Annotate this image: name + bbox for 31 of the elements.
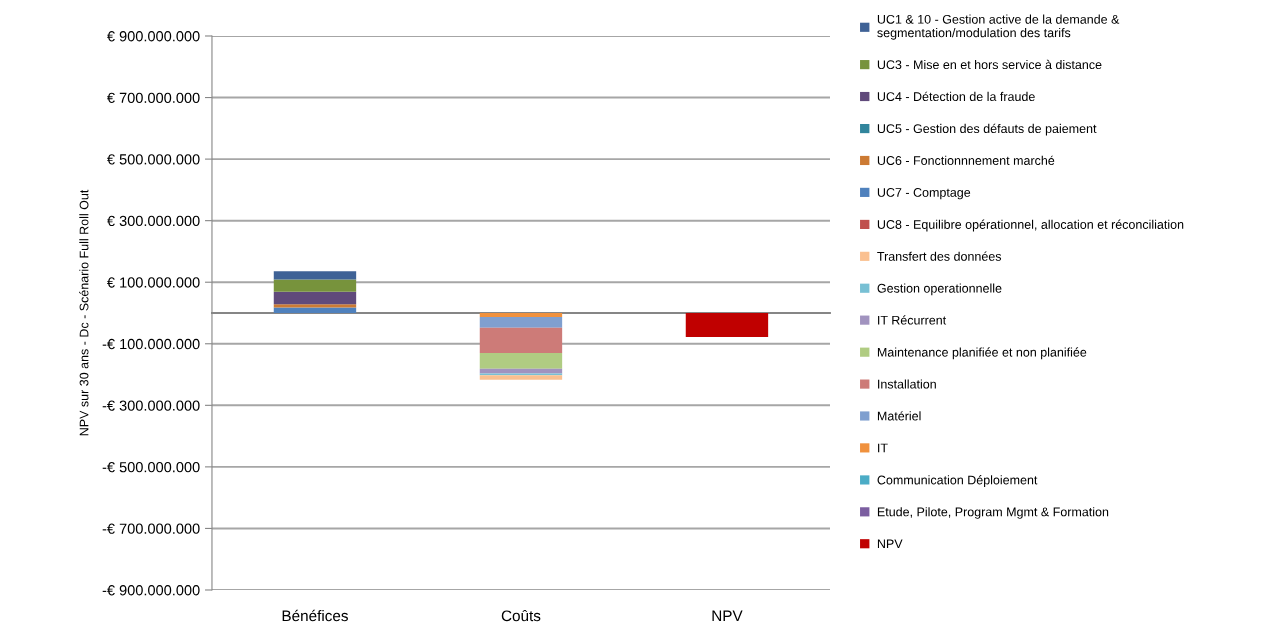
legend-label: Maintenance planifiée et non planifiée <box>877 347 1087 360</box>
legend-label: UC1 & 10 - Gestion active de la demande & segmentation/modulation des tarifs <box>877 14 1120 40</box>
legend-label: Transfert des données <box>877 251 1002 261</box>
y-tick-label: -€ 500.000.000 <box>102 461 200 473</box>
x-tick-label: Coûts <box>501 609 541 622</box>
legend-label: Matériel <box>877 411 921 421</box>
y-tick-label: € 300.000.000 <box>107 215 200 227</box>
y-tick-label: € 500.000.000 <box>107 154 200 165</box>
y-tick-label: -€ 300.000.000 <box>102 400 200 411</box>
y-tick-label: € 700.000.000 <box>107 92 200 103</box>
y-tick-label: -€ 900.000.000 <box>102 585 200 596</box>
legend-label: UC8 - Equilibre opérationnel, allocation et réconciliation <box>877 219 1184 232</box>
legend-label: Installation <box>878 379 936 389</box>
legend-label: UC5 - Gestion des défauts de paiement <box>877 123 1097 136</box>
y-tick-label: -€ 100.000.000 <box>102 338 200 350</box>
legend-label: UC7 - Comptage <box>877 188 971 200</box>
y-axis-title: NPV sur 30 ans - Dc - Scénario Full Roll Out <box>79 189 89 436</box>
y-tick-label: -€ 700.000.000 <box>102 523 200 534</box>
x-tick-label: NPV <box>712 610 743 622</box>
legend-label: Etude, Pilote, Program Mgmt & Formation <box>877 507 1109 519</box>
y-tick-label: € 100.000.000 <box>107 277 200 288</box>
legend-label: NPV <box>877 539 903 549</box>
y-tick-label: € 900.000.000 <box>107 31 200 42</box>
legend-label: UC3 - Mise en et hors service à distance <box>877 59 1102 70</box>
legend-label: UC6 - Fonctionnnement marché <box>877 155 1055 165</box>
legend-label: Gestion operationnelle <box>877 283 1002 296</box>
legend-label: UC4 - Détection de la fraude <box>877 91 1035 102</box>
legend-label: Communication Déploiement <box>877 475 1038 487</box>
x-tick-label: Bénéfices <box>282 609 348 622</box>
legend-label: IT Récurrent <box>878 315 947 325</box>
legend-label: IT <box>878 443 888 453</box>
